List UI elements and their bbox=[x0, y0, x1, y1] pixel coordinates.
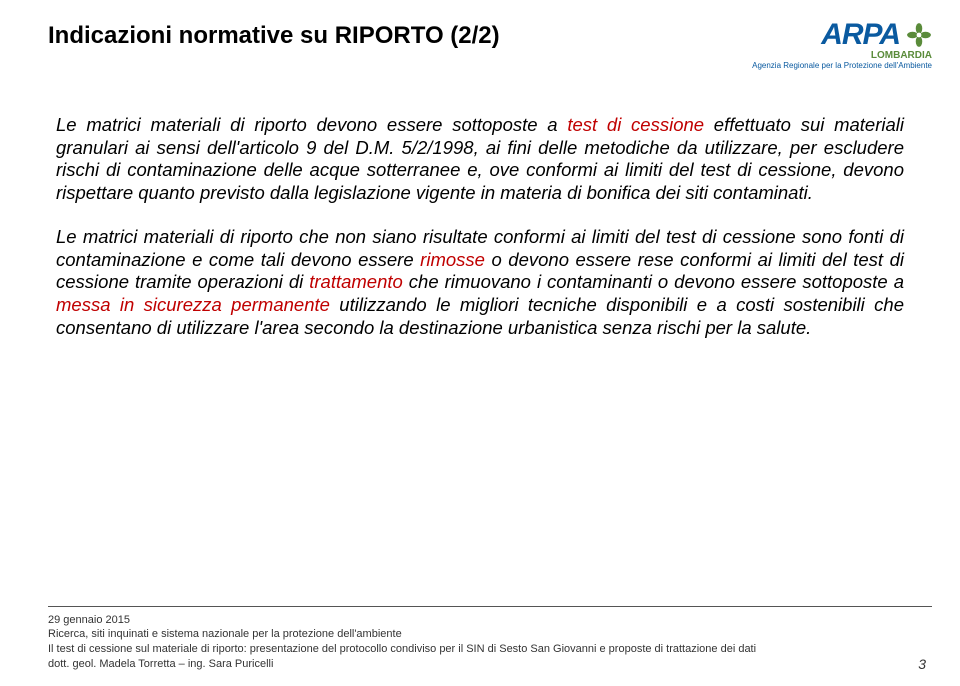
footer-event: Ricerca, siti inquinati e sistema nazion… bbox=[48, 627, 756, 642]
lombardy-flower-icon bbox=[906, 22, 932, 48]
text-run: che rimuovano i contaminanti o devono es… bbox=[403, 271, 904, 292]
logo-text: ARPA bbox=[821, 18, 900, 52]
footer-text: 29 gennaio 2015 Ricerca, siti inquinati … bbox=[48, 613, 756, 672]
footer-authors: dott. geol. Madela Torretta – ing. Sara … bbox=[48, 657, 756, 672]
highlight-trattamento: trattamento bbox=[309, 271, 403, 292]
logo-region: LOMBARDIA bbox=[871, 50, 932, 61]
logo-subtitle: Agenzia Regionale per la Protezione dell… bbox=[752, 61, 932, 70]
highlight-test-cessione: test di cessione bbox=[567, 114, 704, 135]
footer-title: Il test di cessione sul materiale di rip… bbox=[48, 642, 756, 657]
highlight-rimosse: rimosse bbox=[420, 249, 485, 270]
footer-date: 29 gennaio 2015 bbox=[48, 613, 756, 628]
highlight-messa-sicurezza: messa in sicurezza permanente bbox=[56, 294, 330, 315]
page-number: 3 bbox=[918, 656, 932, 672]
slide-header: Indicazioni normative su RIPORTO (2/2) A… bbox=[0, 0, 960, 70]
text-run: Le matrici materiali di riporto devono e… bbox=[56, 114, 567, 135]
slide-content: Le matrici materiali di riporto devono e… bbox=[0, 70, 960, 339]
paragraph-1: Le matrici materiali di riporto devono e… bbox=[56, 114, 904, 204]
paragraph-2: Le matrici materiali di riporto che non … bbox=[56, 226, 904, 339]
slide-footer: 29 gennaio 2015 Ricerca, siti inquinati … bbox=[48, 606, 932, 672]
logo-block: ARPA LOMBARDIA Agenzia Regionale per la … bbox=[752, 18, 932, 70]
logo-row: ARPA bbox=[821, 18, 932, 52]
slide-title: Indicazioni normative su RIPORTO (2/2) bbox=[48, 18, 500, 50]
